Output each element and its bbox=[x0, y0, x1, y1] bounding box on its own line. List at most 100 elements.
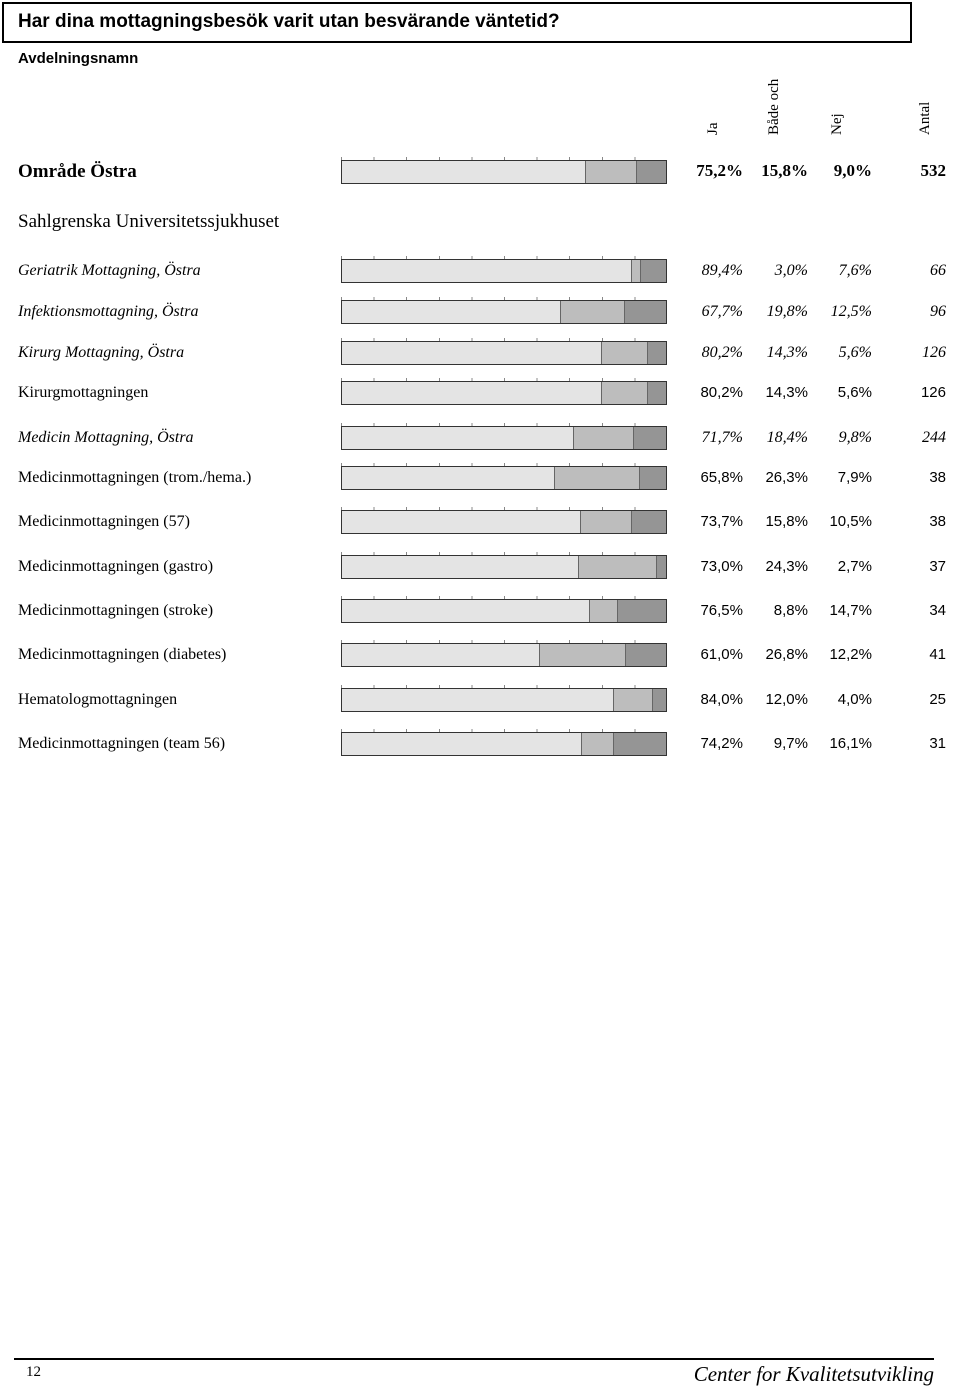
value-ja: 73,0% bbox=[700, 558, 743, 575]
value-antal: 126 bbox=[922, 344, 946, 361]
value-ja: 65,8% bbox=[700, 469, 743, 486]
bar-segment-nej bbox=[647, 342, 666, 364]
bar-segment-bade-och bbox=[580, 511, 632, 533]
row-label: Medicinmottagningen (trom./hema.) bbox=[18, 469, 252, 486]
bar-segment-nej bbox=[625, 301, 666, 323]
footer-divider bbox=[14, 1358, 934, 1360]
bar-segment-ja bbox=[342, 467, 556, 489]
value-both: 15,8% bbox=[765, 513, 808, 530]
bar-segment-nej bbox=[647, 382, 666, 404]
value-nej: 14,7% bbox=[829, 602, 872, 619]
row-label: Kirurgmottagningen bbox=[18, 384, 149, 401]
value-antal: 31 bbox=[929, 735, 946, 752]
stacked-bar bbox=[341, 378, 667, 405]
value-ja: 75,2% bbox=[696, 161, 743, 180]
bar-segment-ja bbox=[342, 733, 583, 755]
value-nej: 9,8% bbox=[838, 429, 872, 446]
bar-segment-ja bbox=[342, 556, 579, 578]
row-label: Medicinmottagningen (team 56) bbox=[18, 735, 226, 752]
footer-organization: Center for Kvalitetsutvikling bbox=[693, 1362, 934, 1386]
bar-segment-bade-och bbox=[614, 689, 654, 711]
value-antal: 37 bbox=[929, 558, 946, 575]
value-antal: 38 bbox=[929, 513, 946, 530]
bar-segment-nej bbox=[618, 600, 666, 622]
stacked-bar bbox=[341, 256, 667, 283]
stacked-bar bbox=[341, 685, 667, 712]
bar-segment-bade-och bbox=[601, 342, 648, 364]
value-both: 14,3% bbox=[766, 344, 808, 361]
value-both: 24,3% bbox=[765, 558, 808, 575]
stacked-bar bbox=[341, 297, 667, 324]
value-both: 12,0% bbox=[765, 691, 808, 708]
value-antal: 34 bbox=[929, 602, 946, 619]
bar-segment-nej bbox=[641, 260, 666, 282]
page-title: Har dina mottagningsbesök varit utan bes… bbox=[18, 11, 560, 32]
bar-segment-ja bbox=[342, 342, 602, 364]
value-ja: 84,0% bbox=[700, 691, 743, 708]
bar-segment-ja bbox=[342, 382, 602, 404]
stacked-bar bbox=[341, 596, 667, 623]
bar-segment-ja bbox=[342, 427, 575, 449]
title-box: Har dina mottagningsbesök varit utan bes… bbox=[2, 2, 912, 43]
bar-segment-ja bbox=[342, 689, 615, 711]
row-label: Medicinmottagningen (57) bbox=[18, 513, 190, 530]
value-antal: 38 bbox=[929, 469, 946, 486]
value-antal: 126 bbox=[920, 384, 946, 401]
value-ja: 67,7% bbox=[701, 303, 743, 320]
row-label: Medicinmottagningen (stroke) bbox=[18, 602, 214, 619]
value-nej: 4,0% bbox=[837, 691, 872, 708]
bar-segment-bade-och bbox=[574, 427, 634, 449]
value-ja: 61,0% bbox=[700, 646, 743, 663]
column-header-ja: Ja bbox=[705, 122, 721, 136]
bar-segment-bade-och bbox=[578, 556, 658, 578]
bar-segment-nej bbox=[633, 427, 666, 449]
stacked-bar bbox=[341, 157, 667, 184]
bar-segment-nej bbox=[626, 644, 666, 666]
value-both: 14,3% bbox=[765, 384, 808, 401]
bar-segment-nej bbox=[657, 556, 666, 578]
value-both: 19,8% bbox=[766, 303, 808, 320]
row-label: Medicinmottagningen (diabetes) bbox=[18, 646, 227, 663]
bar-segment-nej bbox=[636, 161, 666, 183]
bar-segment-bade-och bbox=[601, 382, 648, 404]
value-ja: 74,2% bbox=[700, 735, 743, 752]
column-header-bade-och: Både och bbox=[766, 78, 782, 135]
value-both: 3,0% bbox=[774, 262, 808, 279]
bar-segment-nej bbox=[613, 733, 666, 755]
value-antal: 41 bbox=[929, 646, 946, 663]
row-label: Kirurg Mottagning, Östra bbox=[18, 344, 185, 361]
stacked-bar bbox=[341, 423, 667, 450]
value-ja: 73,7% bbox=[700, 513, 743, 530]
section-label: Sahlgrenska Universitetssjukhuset bbox=[18, 211, 280, 232]
stacked-bar bbox=[341, 338, 667, 365]
bar-segment-nej bbox=[653, 689, 666, 711]
bar-segment-bade-och bbox=[631, 260, 642, 282]
value-both: 9,7% bbox=[773, 735, 808, 752]
value-ja: 89,4% bbox=[701, 262, 743, 279]
value-ja: 80,2% bbox=[701, 344, 743, 361]
value-nej: 7,6% bbox=[838, 262, 872, 279]
bar-segment-ja bbox=[342, 600, 590, 622]
row-label: Hematologmottagningen bbox=[18, 691, 178, 708]
stacked-bar bbox=[341, 640, 667, 667]
value-nej: 12,2% bbox=[829, 646, 872, 663]
value-nej: 12,5% bbox=[830, 303, 872, 320]
bar-segment-bade-och bbox=[585, 161, 637, 183]
value-both: 18,4% bbox=[766, 429, 808, 446]
stacked-bar bbox=[341, 507, 667, 534]
column-header-nej: Nej bbox=[829, 113, 845, 135]
value-nej: 9,0% bbox=[833, 161, 872, 180]
value-antal: 532 bbox=[920, 161, 947, 180]
value-nej: 2,7% bbox=[837, 558, 872, 575]
value-nej: 7,9% bbox=[837, 469, 872, 486]
bar-segment-ja bbox=[342, 301, 562, 323]
column-header-antal: Antal bbox=[917, 101, 933, 135]
bar-segment-ja bbox=[342, 644, 540, 666]
value-both: 15,8% bbox=[761, 161, 808, 180]
value-nej: 5,6% bbox=[837, 384, 872, 401]
row-label: Infektionsmottagning, Östra bbox=[18, 303, 199, 320]
stacked-bar bbox=[341, 729, 667, 756]
value-both: 8,8% bbox=[773, 602, 808, 619]
value-antal: 244 bbox=[922, 429, 946, 446]
value-nej: 10,5% bbox=[829, 513, 872, 530]
